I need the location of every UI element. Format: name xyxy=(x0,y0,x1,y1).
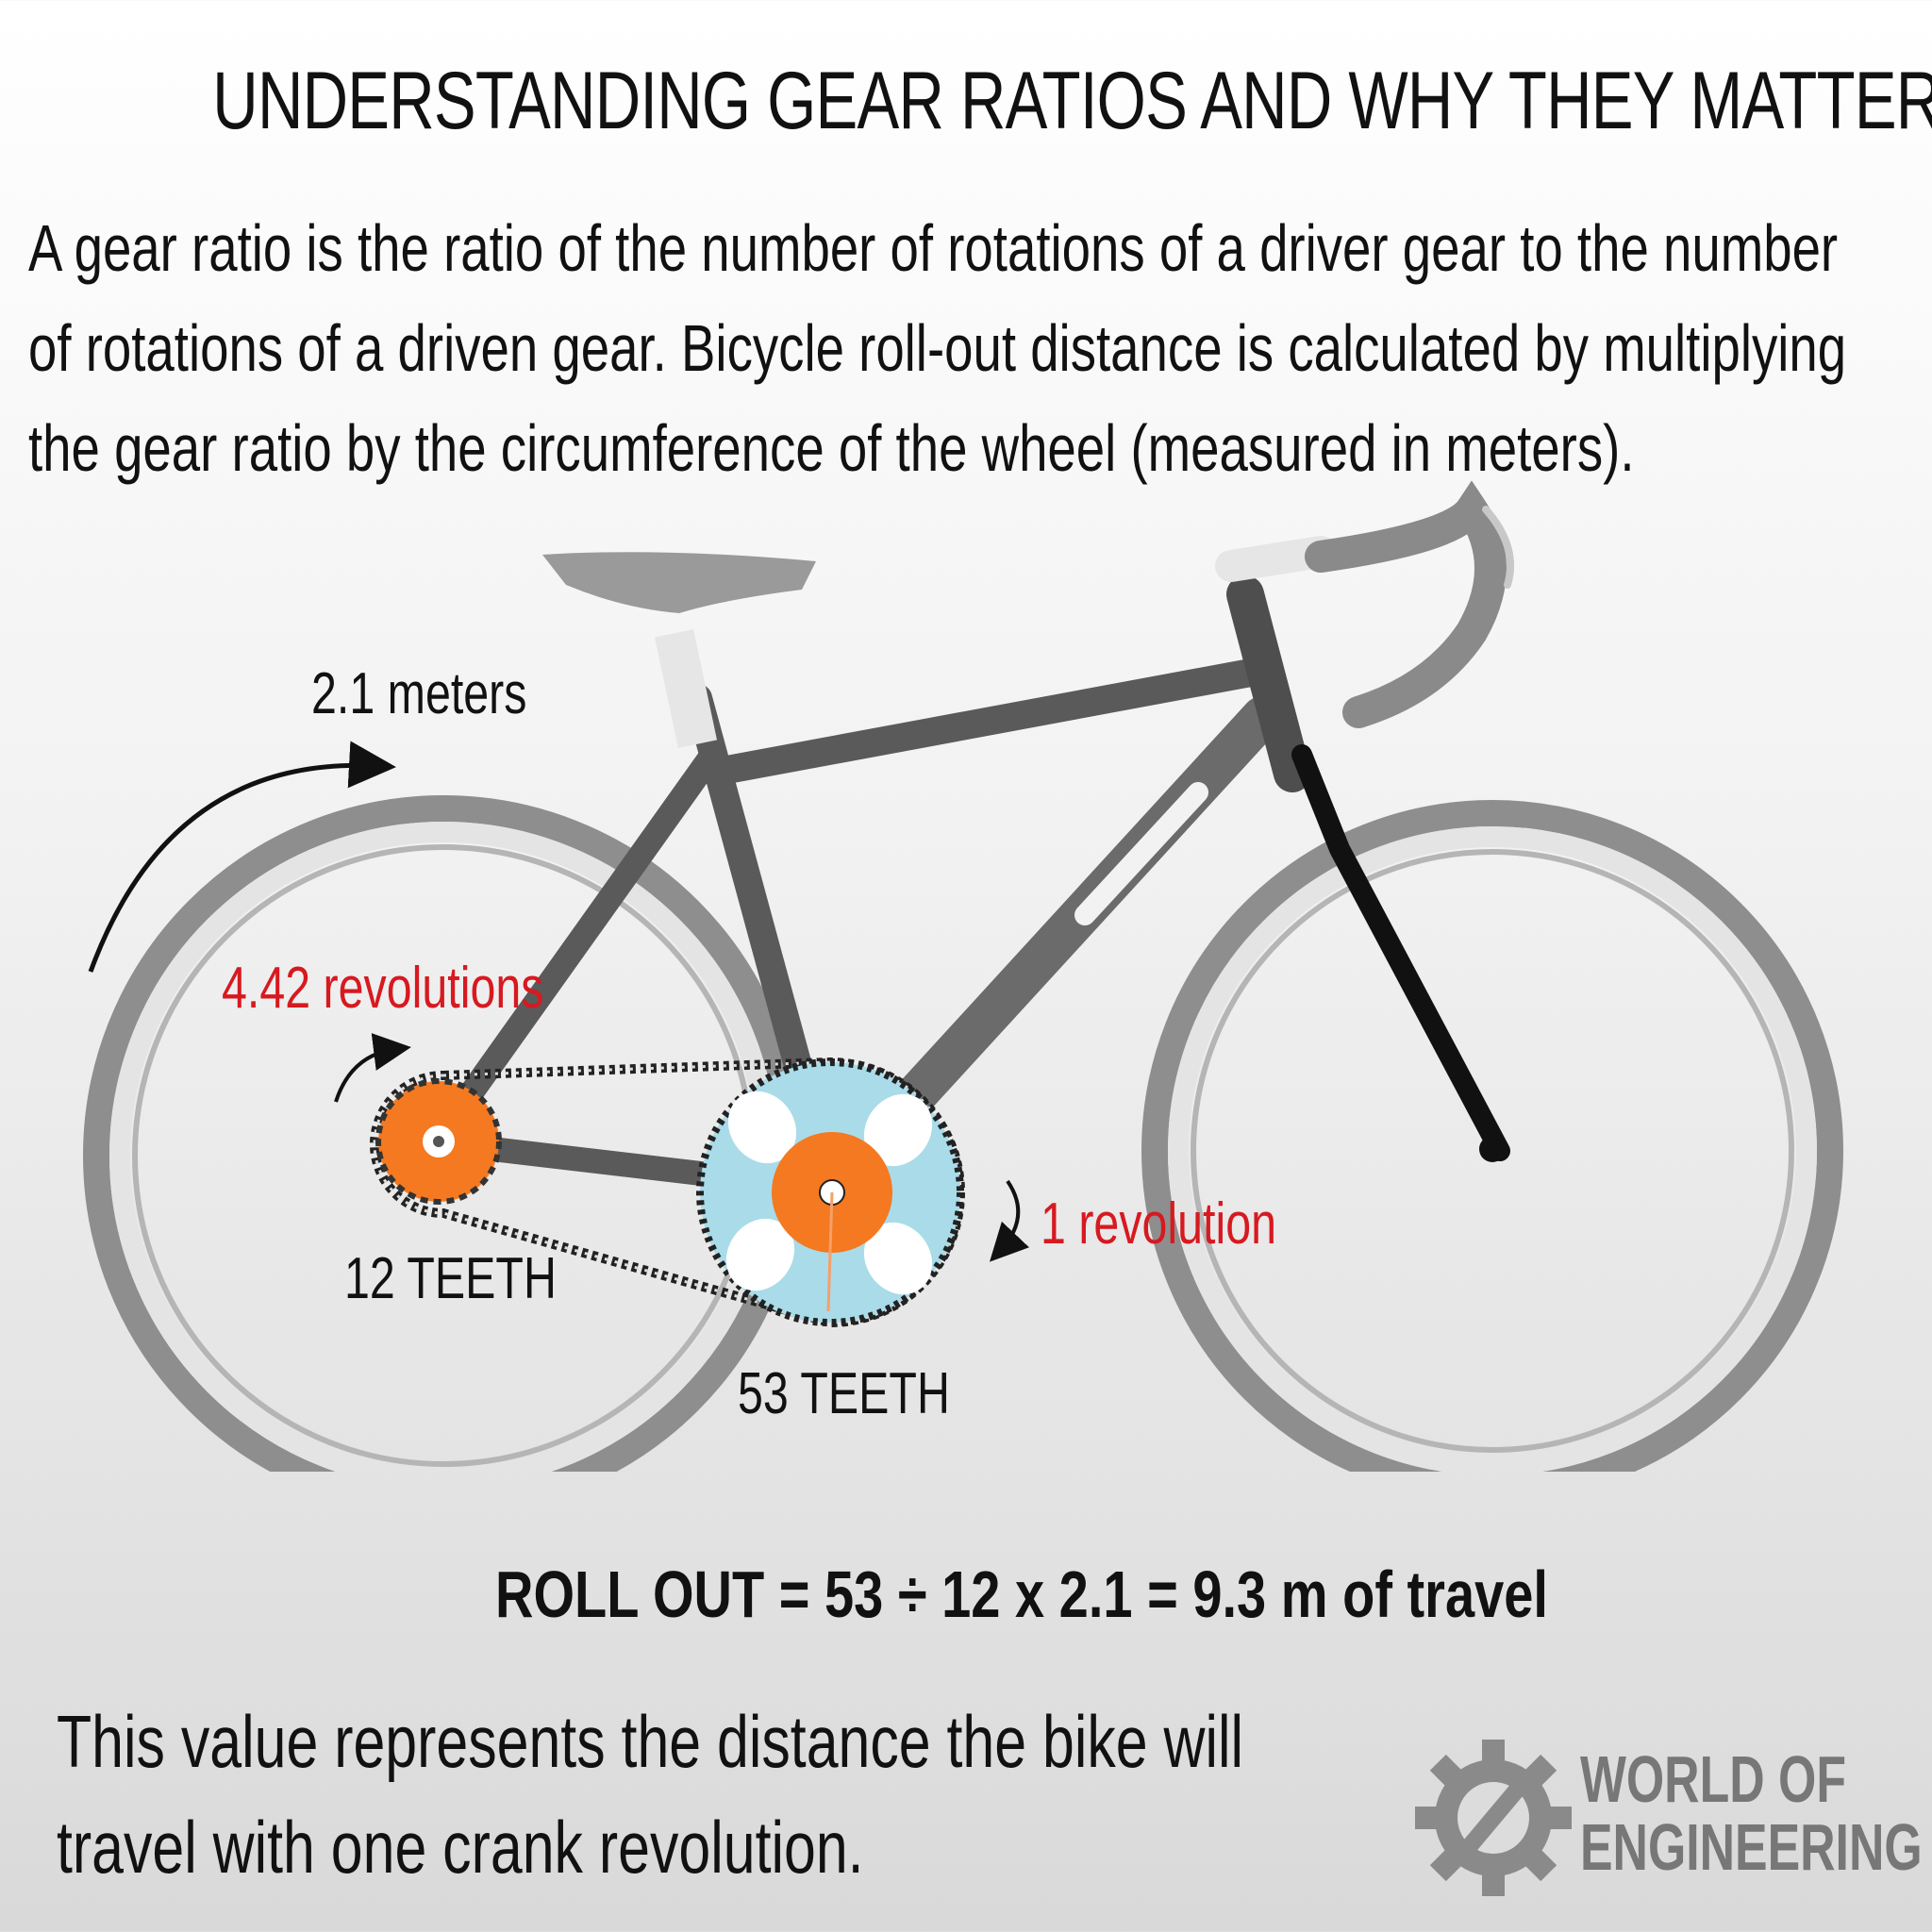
brand-line-1: WORLD OF xyxy=(1580,1742,1846,1816)
crank-revolution-label: 1 revolution xyxy=(1041,1191,1277,1257)
rollout-formula: ROLL OUT = 53 ÷ 12 x 2.1 = 9.3 m of trav… xyxy=(495,1557,1548,1631)
brand-name: WORLD OF ENGINEERING xyxy=(1580,1745,1923,1881)
gear-wrench-icon xyxy=(1415,1740,1572,1896)
rear-revolutions-label: 4.42 revolutions xyxy=(222,956,544,1021)
saddle xyxy=(542,552,816,749)
footer-explanation: This value represents the distance the b… xyxy=(57,1700,1244,1889)
rear-sprocket-12-teeth xyxy=(375,1078,502,1205)
sprocket-rotation-arrow xyxy=(334,1033,411,1103)
bike-chain xyxy=(370,1057,965,1328)
chainring-53-teeth xyxy=(696,1058,964,1326)
wheel-rotation-arrow xyxy=(88,741,396,973)
brand-line-2: ENGINEERING xyxy=(1580,1810,1923,1884)
front-teeth-label: 53 TEETH xyxy=(738,1361,950,1426)
intro-paragraph: A gear ratio is the ratio of the number … xyxy=(28,211,1847,485)
rear-teeth-label: 12 TEETH xyxy=(344,1246,557,1311)
bicycle-diagram: 2.1 meters 4.42 revolutions 1 revolution… xyxy=(0,472,1932,1516)
handlebar xyxy=(1215,480,1514,728)
page-title: UNDERSTANDING GEAR RATIOS AND WHY THEY M… xyxy=(212,56,1932,146)
crank-rotation-arrow xyxy=(990,1179,1030,1262)
wheel-distance-label: 2.1 meters xyxy=(311,661,527,726)
